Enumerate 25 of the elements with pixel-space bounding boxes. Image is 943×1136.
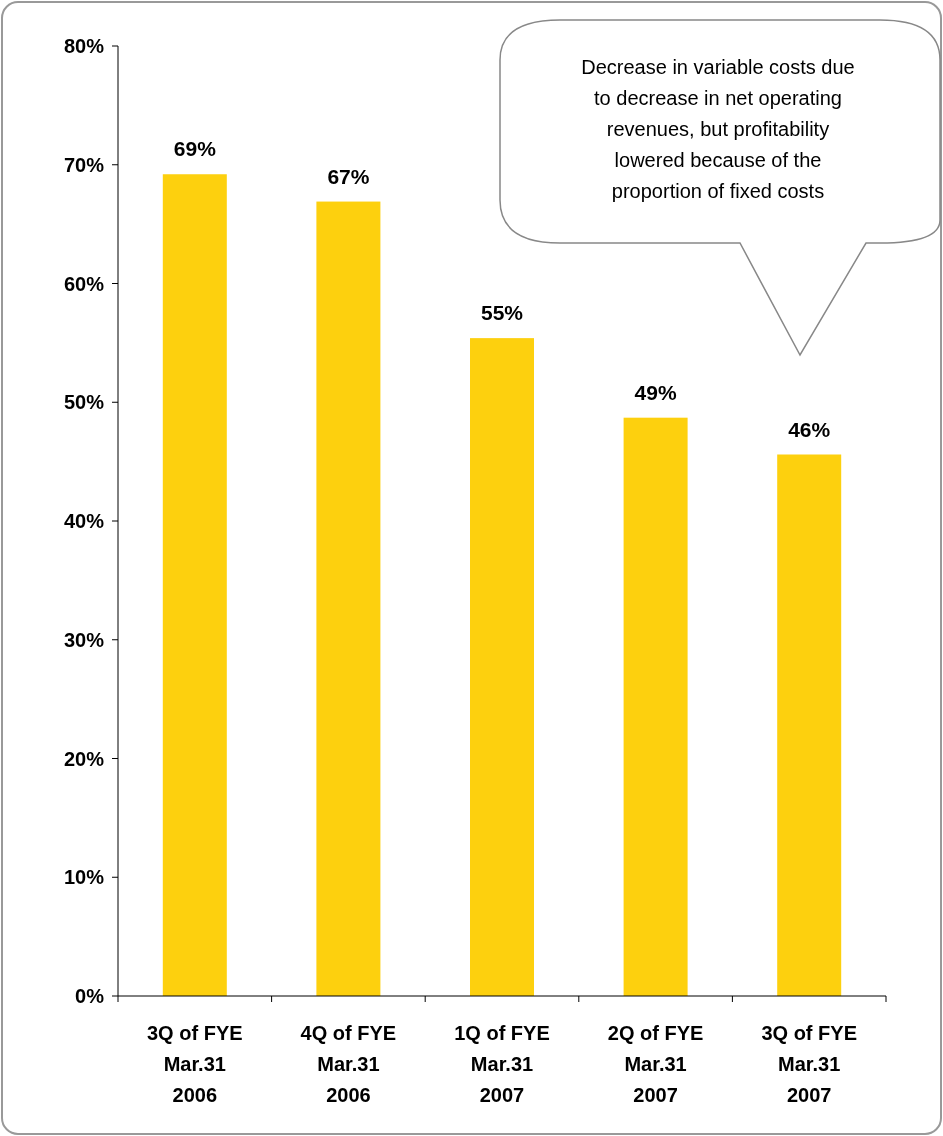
y-tick-label: 60% [63, 272, 105, 295]
data-label: 67% [327, 164, 370, 188]
data-label: 55% [480, 301, 524, 325]
data-label: 69% [173, 137, 217, 161]
y-tick-label: 0% [75, 985, 105, 1007]
data-label: 49% [634, 380, 677, 404]
y-tick-label: 30% [63, 628, 105, 651]
bar [623, 417, 688, 996]
x-tick-label: 3Q of FYE Mar.31 2006 [147, 1022, 243, 1106]
bar [162, 174, 227, 996]
y-tick-label: 40% [63, 510, 105, 532]
bar [777, 454, 842, 996]
bar [316, 201, 381, 996]
x-tick-label: 2Q of FYE Mar.31 2007 [607, 1022, 704, 1106]
x-tick-label: 4Q of FYE Mar.31 2006 [300, 1022, 397, 1106]
data-label: 46% [788, 417, 831, 441]
x-tick-label: 3Q of FYE Mar.31 2007 [761, 1022, 857, 1106]
x-tick-label: 1Q of FYE Mar.31 2007 [454, 1022, 550, 1106]
y-tick-label: 80% [63, 35, 105, 57]
bar [470, 338, 534, 996]
y-tick-label: 50% [63, 391, 105, 414]
y-tick-label: 20% [63, 747, 105, 770]
y-tick-label: 70% [63, 153, 105, 176]
annotation: Decrease in variable costs due to decrease in net operating revenues, but profitability lowered because of the proportion of fixed costs [581, 56, 855, 202]
y-tick-label: 10% [63, 866, 105, 889]
